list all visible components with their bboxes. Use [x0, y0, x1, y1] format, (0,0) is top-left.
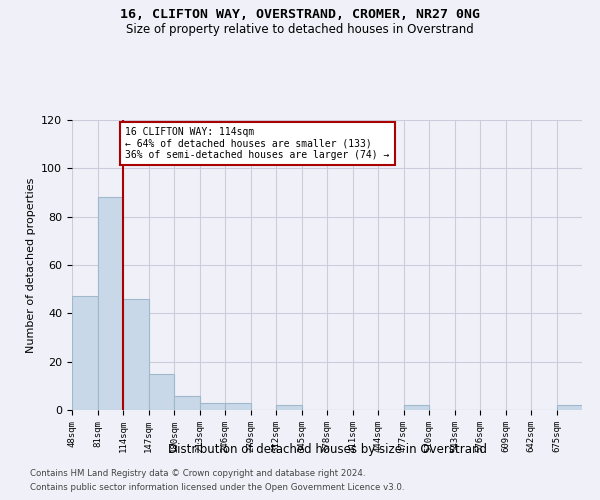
- Bar: [276, 405, 302, 410]
- Bar: [149, 374, 174, 410]
- Bar: [123, 299, 149, 410]
- Text: Contains HM Land Registry data © Crown copyright and database right 2024.: Contains HM Land Registry data © Crown c…: [30, 468, 365, 477]
- Bar: [97, 198, 123, 410]
- Text: Size of property relative to detached houses in Overstrand: Size of property relative to detached ho…: [126, 22, 474, 36]
- Bar: [199, 403, 225, 410]
- Bar: [72, 296, 97, 410]
- Text: 16, CLIFTON WAY, OVERSTRAND, CROMER, NR27 0NG: 16, CLIFTON WAY, OVERSTRAND, CROMER, NR2…: [120, 8, 480, 20]
- Bar: [404, 405, 429, 410]
- Text: Distribution of detached houses by size in Overstrand: Distribution of detached houses by size …: [167, 442, 487, 456]
- Bar: [557, 405, 582, 410]
- Bar: [225, 403, 251, 410]
- Y-axis label: Number of detached properties: Number of detached properties: [26, 178, 35, 352]
- Bar: [174, 396, 199, 410]
- Text: Contains public sector information licensed under the Open Government Licence v3: Contains public sector information licen…: [30, 484, 404, 492]
- Text: 16 CLIFTON WAY: 114sqm
← 64% of detached houses are smaller (133)
36% of semi-de: 16 CLIFTON WAY: 114sqm ← 64% of detached…: [125, 127, 389, 160]
